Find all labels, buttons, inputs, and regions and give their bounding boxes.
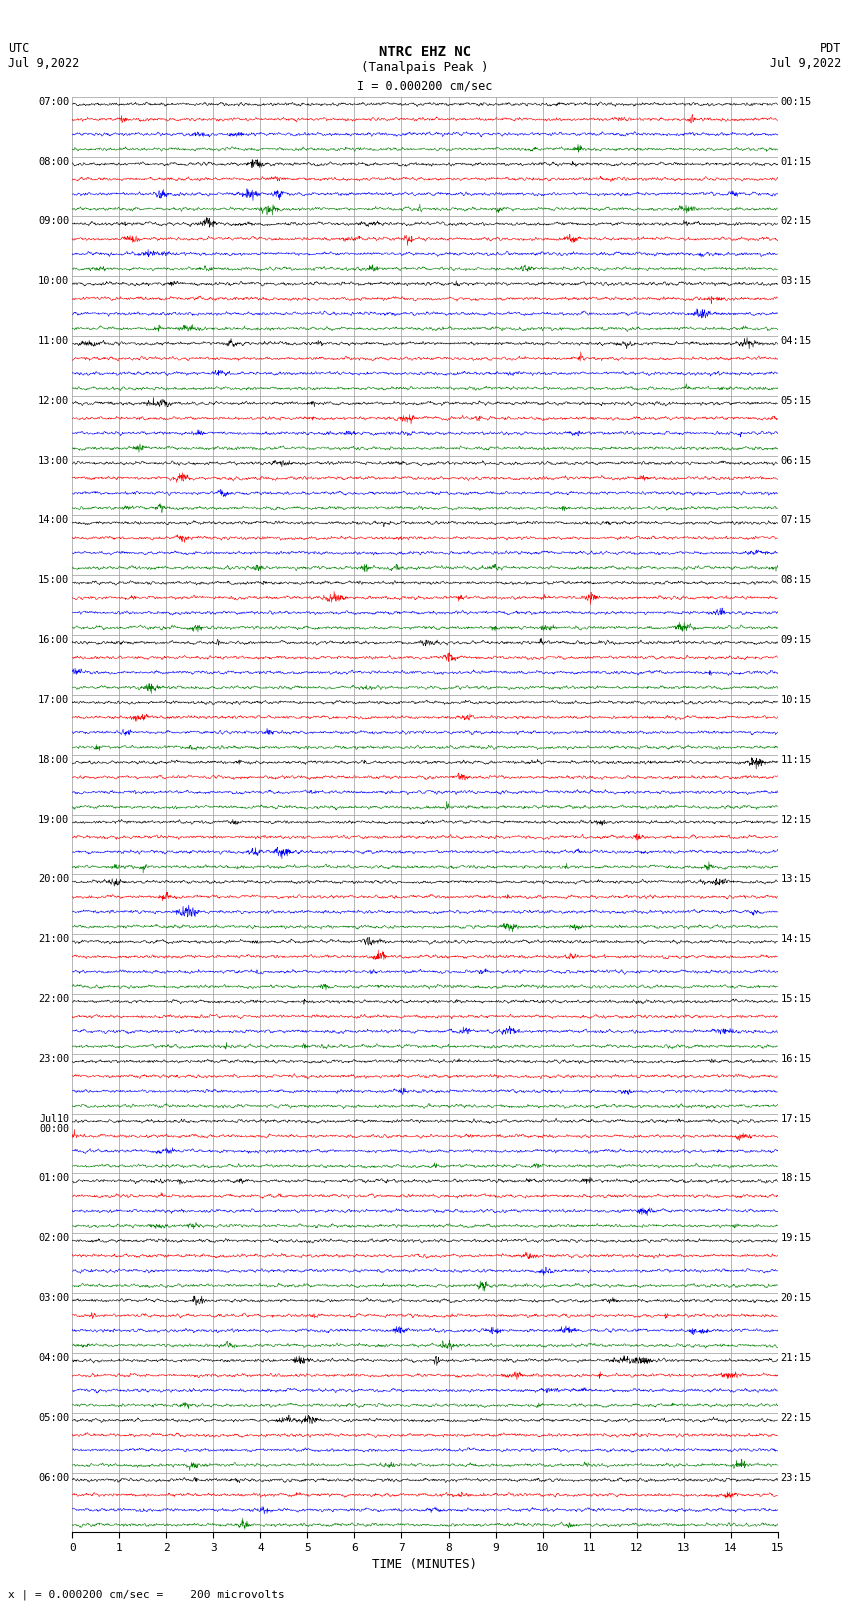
Text: 13:15: 13:15 (780, 874, 812, 884)
Text: 06:00: 06:00 (38, 1473, 70, 1482)
Text: 03:00: 03:00 (38, 1294, 70, 1303)
Text: 11:00: 11:00 (38, 336, 70, 347)
Text: 15:00: 15:00 (38, 576, 70, 586)
Text: 13:00: 13:00 (38, 455, 70, 466)
X-axis label: TIME (MINUTES): TIME (MINUTES) (372, 1558, 478, 1571)
Text: 17:15: 17:15 (780, 1113, 812, 1124)
Text: (Tanalpais Peak ): (Tanalpais Peak ) (361, 61, 489, 74)
Text: 19:15: 19:15 (780, 1234, 812, 1244)
Text: I = 0.000200 cm/sec: I = 0.000200 cm/sec (357, 79, 493, 92)
Text: 04:00: 04:00 (38, 1353, 70, 1363)
Text: 20:15: 20:15 (780, 1294, 812, 1303)
Text: 05:15: 05:15 (780, 395, 812, 406)
Text: 07:15: 07:15 (780, 516, 812, 526)
Text: PDT
Jul 9,2022: PDT Jul 9,2022 (770, 42, 842, 69)
Text: 12:15: 12:15 (780, 815, 812, 824)
Text: 00:15: 00:15 (780, 97, 812, 106)
Text: 09:15: 09:15 (780, 636, 812, 645)
Text: 04:15: 04:15 (780, 336, 812, 347)
Text: 02:15: 02:15 (780, 216, 812, 226)
Text: 21:00: 21:00 (38, 934, 70, 944)
Text: 08:00: 08:00 (38, 156, 70, 166)
Text: 23:15: 23:15 (780, 1473, 812, 1482)
Text: 06:15: 06:15 (780, 455, 812, 466)
Text: NTRC EHZ NC: NTRC EHZ NC (379, 45, 471, 60)
Text: 01:15: 01:15 (780, 156, 812, 166)
Text: 18:00: 18:00 (38, 755, 70, 765)
Text: 23:00: 23:00 (38, 1053, 70, 1065)
Text: Jul10
00:00: Jul10 00:00 (39, 1113, 70, 1134)
Text: 10:15: 10:15 (780, 695, 812, 705)
Text: 12:00: 12:00 (38, 395, 70, 406)
Text: 14:15: 14:15 (780, 934, 812, 944)
Text: 02:00: 02:00 (38, 1234, 70, 1244)
Text: 14:00: 14:00 (38, 516, 70, 526)
Text: 22:00: 22:00 (38, 994, 70, 1003)
Text: 03:15: 03:15 (780, 276, 812, 286)
Text: 05:00: 05:00 (38, 1413, 70, 1423)
Text: 22:15: 22:15 (780, 1413, 812, 1423)
Text: 18:15: 18:15 (780, 1174, 812, 1184)
Text: 07:00: 07:00 (38, 97, 70, 106)
Text: 17:00: 17:00 (38, 695, 70, 705)
Text: 10:00: 10:00 (38, 276, 70, 286)
Text: 20:00: 20:00 (38, 874, 70, 884)
Text: 19:00: 19:00 (38, 815, 70, 824)
Text: 21:15: 21:15 (780, 1353, 812, 1363)
Text: 11:15: 11:15 (780, 755, 812, 765)
Text: 15:15: 15:15 (780, 994, 812, 1003)
Text: 16:15: 16:15 (780, 1053, 812, 1065)
Text: 08:15: 08:15 (780, 576, 812, 586)
Text: x | = 0.000200 cm/sec =    200 microvolts: x | = 0.000200 cm/sec = 200 microvolts (8, 1589, 286, 1600)
Text: 16:00: 16:00 (38, 636, 70, 645)
Text: 09:00: 09:00 (38, 216, 70, 226)
Text: UTC
Jul 9,2022: UTC Jul 9,2022 (8, 42, 80, 69)
Text: 01:00: 01:00 (38, 1174, 70, 1184)
